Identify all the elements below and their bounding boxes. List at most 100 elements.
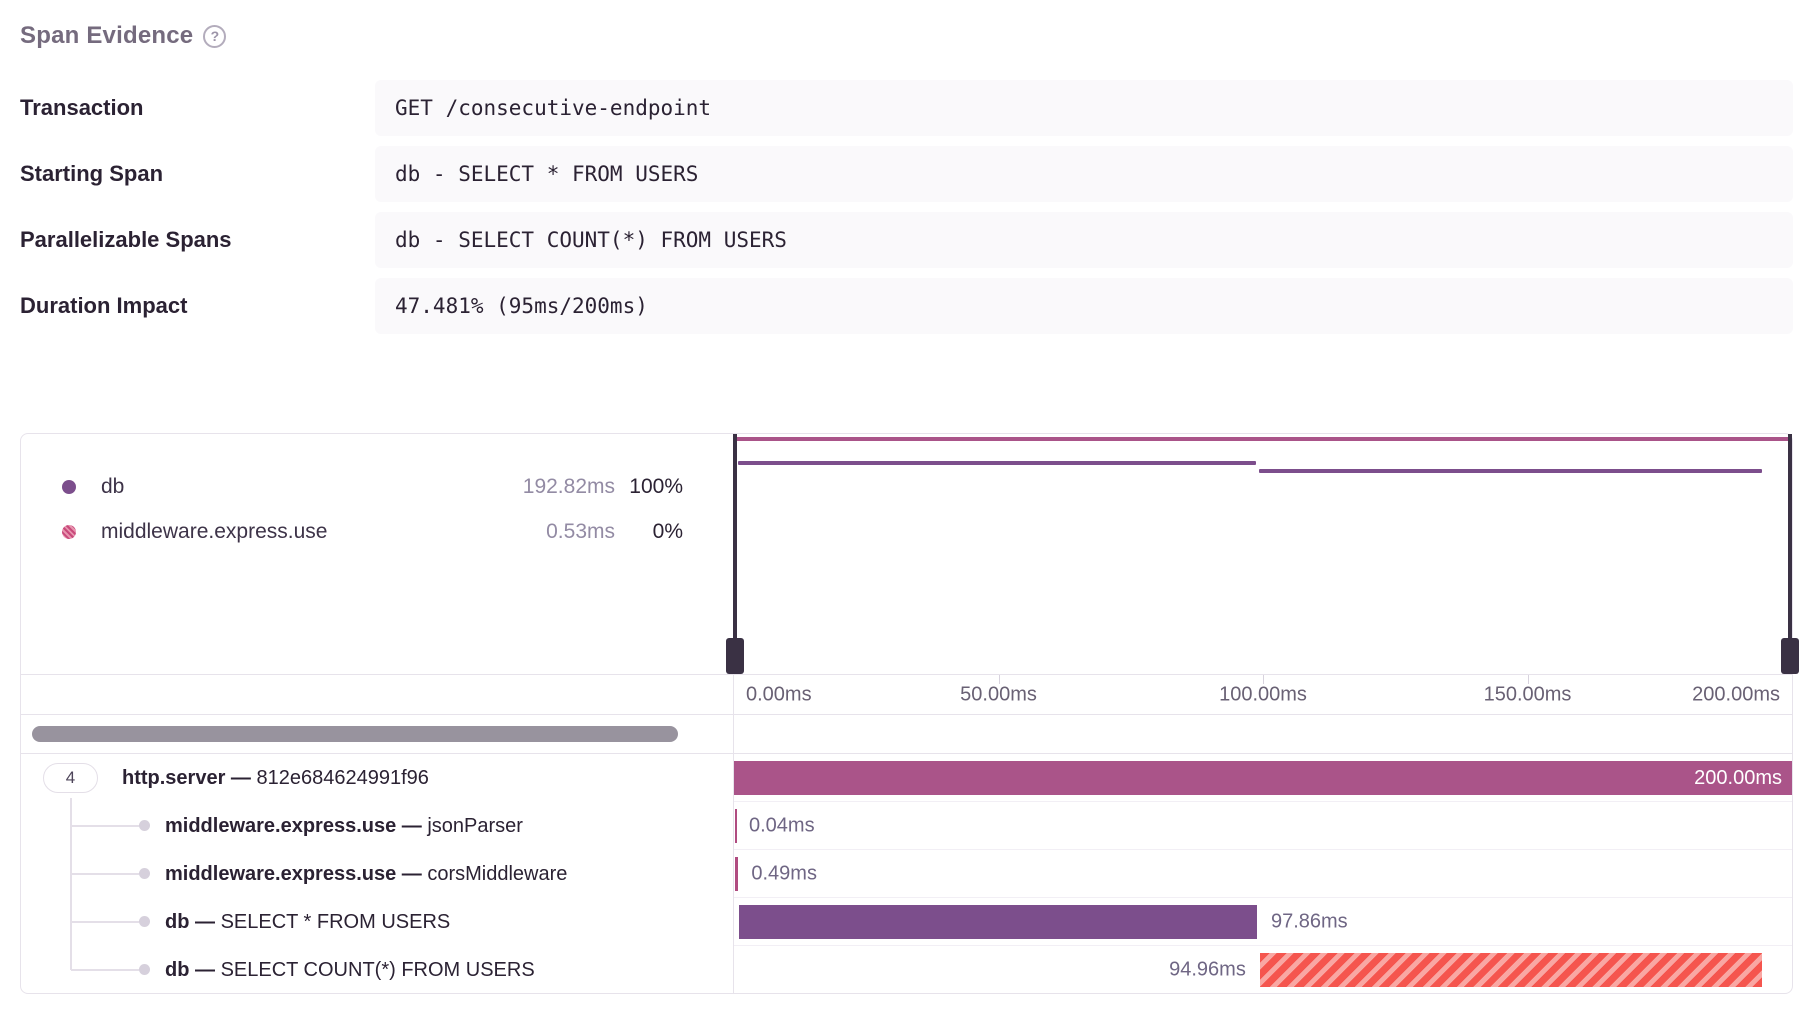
tree-connector-dot	[139, 868, 150, 879]
evidence-value: db - SELECT COUNT(*) FROM USERS	[375, 212, 1793, 268]
span-operation: db	[165, 910, 190, 933]
evidence-row: Duration Impact 47.481% (95ms/200ms)	[20, 278, 1793, 334]
span-tree-row[interactable]: db — SELECT * FROM USERS	[21, 898, 733, 946]
section-header: Span Evidence ?	[20, 22, 227, 50]
span-operation: db	[165, 958, 190, 981]
span-duration-bar[interactable]	[739, 905, 1257, 939]
legend-name: middleware.express.use	[101, 519, 328, 543]
evidence-row: Starting Span db - SELECT * FROM USERS	[20, 146, 1793, 202]
time-axis: 0.00ms 50.00ms 100.00ms 150.00ms 200.00ms	[733, 674, 1792, 714]
minimap-span-line	[1259, 469, 1763, 473]
span-waterfall-panel: db 192.82ms 100% middleware.express.use 0.53…	[20, 433, 1799, 994]
axis-spacer	[21, 674, 733, 714]
span-description: middleware.express.use — jsonParser	[165, 815, 523, 838]
span-tree: 4 http.server — 812e684624991f96 middlewar…	[21, 753, 733, 993]
legend-dot-icon	[62, 479, 76, 494]
span-evidence-table: Transaction GET /consecutive-endpoint Star…	[20, 80, 1793, 344]
span-operation: middleware.express.use	[165, 814, 397, 837]
span-bar-row[interactable]: 0.04ms	[734, 802, 1792, 850]
separator-dash: —	[396, 862, 428, 885]
axis-tick-label: 200.00ms	[1692, 683, 1780, 705]
scrollbar-track[interactable]	[21, 714, 733, 753]
span-detail: 812e684624991f96	[256, 766, 429, 789]
legend-name: db	[101, 474, 125, 498]
duration-label: 97.86ms	[1270, 910, 1348, 932]
legend-duration: 0.53ms	[546, 519, 615, 543]
span-detail: corsMiddleware	[427, 862, 568, 885]
tree-connector-branch	[71, 969, 139, 971]
duration-label: 200.00ms	[1694, 766, 1782, 789]
duration-label: 94.96ms	[1169, 958, 1246, 981]
span-bar-row[interactable]: 94.96ms	[734, 946, 1792, 994]
tree-connector-dot	[139, 820, 150, 831]
span-operation: http.server	[122, 766, 226, 789]
axis-tick-mark	[998, 675, 1000, 684]
span-detail: jsonParser	[427, 814, 523, 837]
help-icon[interactable]: ?	[203, 24, 227, 48]
evidence-label: Transaction	[20, 95, 144, 120]
minimap-span-line	[738, 461, 1257, 465]
page-title: Span Evidence	[20, 22, 194, 49]
duration-label: 0.49ms	[751, 862, 817, 884]
legend-percentage: 0%	[652, 519, 683, 543]
span-description: db — SELECT * FROM USERS	[165, 911, 450, 934]
axis-tick-label: 150.00ms	[1483, 683, 1572, 705]
span-duration-bar[interactable]	[734, 809, 737, 843]
evidence-label: Parallelizable Spans	[20, 227, 232, 252]
span-tree-row[interactable]: middleware.express.use — corsMiddleware	[21, 850, 733, 898]
axis-tick-mark	[1263, 675, 1264, 684]
minimap-span-line	[733, 437, 1792, 441]
evidence-value: 47.481% (95ms/200ms)	[375, 278, 1793, 334]
legend-item[interactable]: db 192.82ms 100%	[21, 464, 733, 509]
span-bar-row[interactable]: 200.00ms	[734, 754, 1792, 802]
span-tree-row[interactable]: middleware.express.use — jsonParser	[21, 802, 733, 850]
tree-connector-branch	[71, 873, 139, 875]
minimap[interactable]	[726, 434, 1799, 674]
children-count-badge[interactable]: 4	[43, 763, 98, 793]
duration-label: 0.04ms	[749, 814, 815, 836]
evidence-row: Transaction GET /consecutive-endpoint	[20, 80, 1793, 136]
axis-tick-label: 100.00ms	[1219, 683, 1307, 705]
legend-percentage: 100%	[629, 474, 683, 498]
span-bar-row[interactable]: 97.86ms	[734, 898, 1792, 946]
tree-connector-dot	[139, 964, 150, 975]
separator-dash: —	[189, 910, 221, 933]
span-description: http.server — 812e684624991f96	[122, 767, 429, 790]
separator-dash: —	[189, 958, 221, 981]
axis-tick-label: 0.00ms	[746, 683, 812, 705]
span-bar-row[interactable]: 0.49ms	[734, 850, 1792, 898]
span-detail: SELECT * FROM USERS	[220, 910, 451, 933]
evidence-value: GET /consecutive-endpoint	[375, 80, 1793, 136]
evidence-value: db - SELECT * FROM USERS	[375, 146, 1793, 202]
span-description: db — SELECT COUNT(*) FROM USERS	[165, 959, 535, 982]
right-handle-line[interactable]	[1788, 434, 1792, 638]
legend-item[interactable]: middleware.express.use 0.53ms 0%	[21, 509, 733, 554]
span-operation: middleware.express.use	[165, 862, 397, 885]
span-detail: SELECT COUNT(*) FROM USERS	[220, 958, 535, 981]
tree-connector-branch	[71, 825, 139, 827]
axis-tick-mark	[1527, 675, 1529, 684]
tree-connector-dot	[139, 916, 150, 927]
axis-tick-label: 50.00ms	[960, 683, 1037, 705]
left-handle-grip[interactable]	[726, 638, 744, 674]
span-tree-row[interactable]: 4 http.server — 812e684624991f96	[21, 754, 733, 802]
legend: db 192.82ms 100% middleware.express.use 0.53…	[21, 434, 733, 674]
scrollbar-row-right	[733, 714, 1792, 753]
span-duration-bar[interactable]	[734, 857, 738, 891]
legend-dot-icon	[62, 524, 76, 539]
legend-duration: 192.82ms	[522, 474, 615, 498]
span-tree-row[interactable]: db — SELECT COUNT(*) FROM USERS	[21, 946, 733, 994]
right-handle-grip[interactable]	[1781, 638, 1799, 674]
span-description: middleware.express.use — corsMiddleware	[165, 863, 567, 886]
left-handle-line[interactable]	[733, 434, 737, 638]
span-duration-bar[interactable]	[1259, 953, 1763, 987]
separator-dash: —	[225, 766, 257, 789]
evidence-row: Parallelizable Spans db - SELECT COUNT(*)…	[20, 212, 1793, 268]
horizontal-scrollbar[interactable]	[32, 726, 678, 742]
separator-dash: —	[396, 814, 428, 837]
tree-connector-branch	[71, 921, 139, 923]
span-bars: 200.00ms 0.04ms 0.49ms 97.86ms 94.96ms	[733, 753, 1792, 993]
span-duration-bar[interactable]: 200.00ms	[734, 761, 1792, 795]
evidence-label: Duration Impact	[20, 293, 188, 318]
evidence-label: Starting Span	[20, 161, 164, 186]
